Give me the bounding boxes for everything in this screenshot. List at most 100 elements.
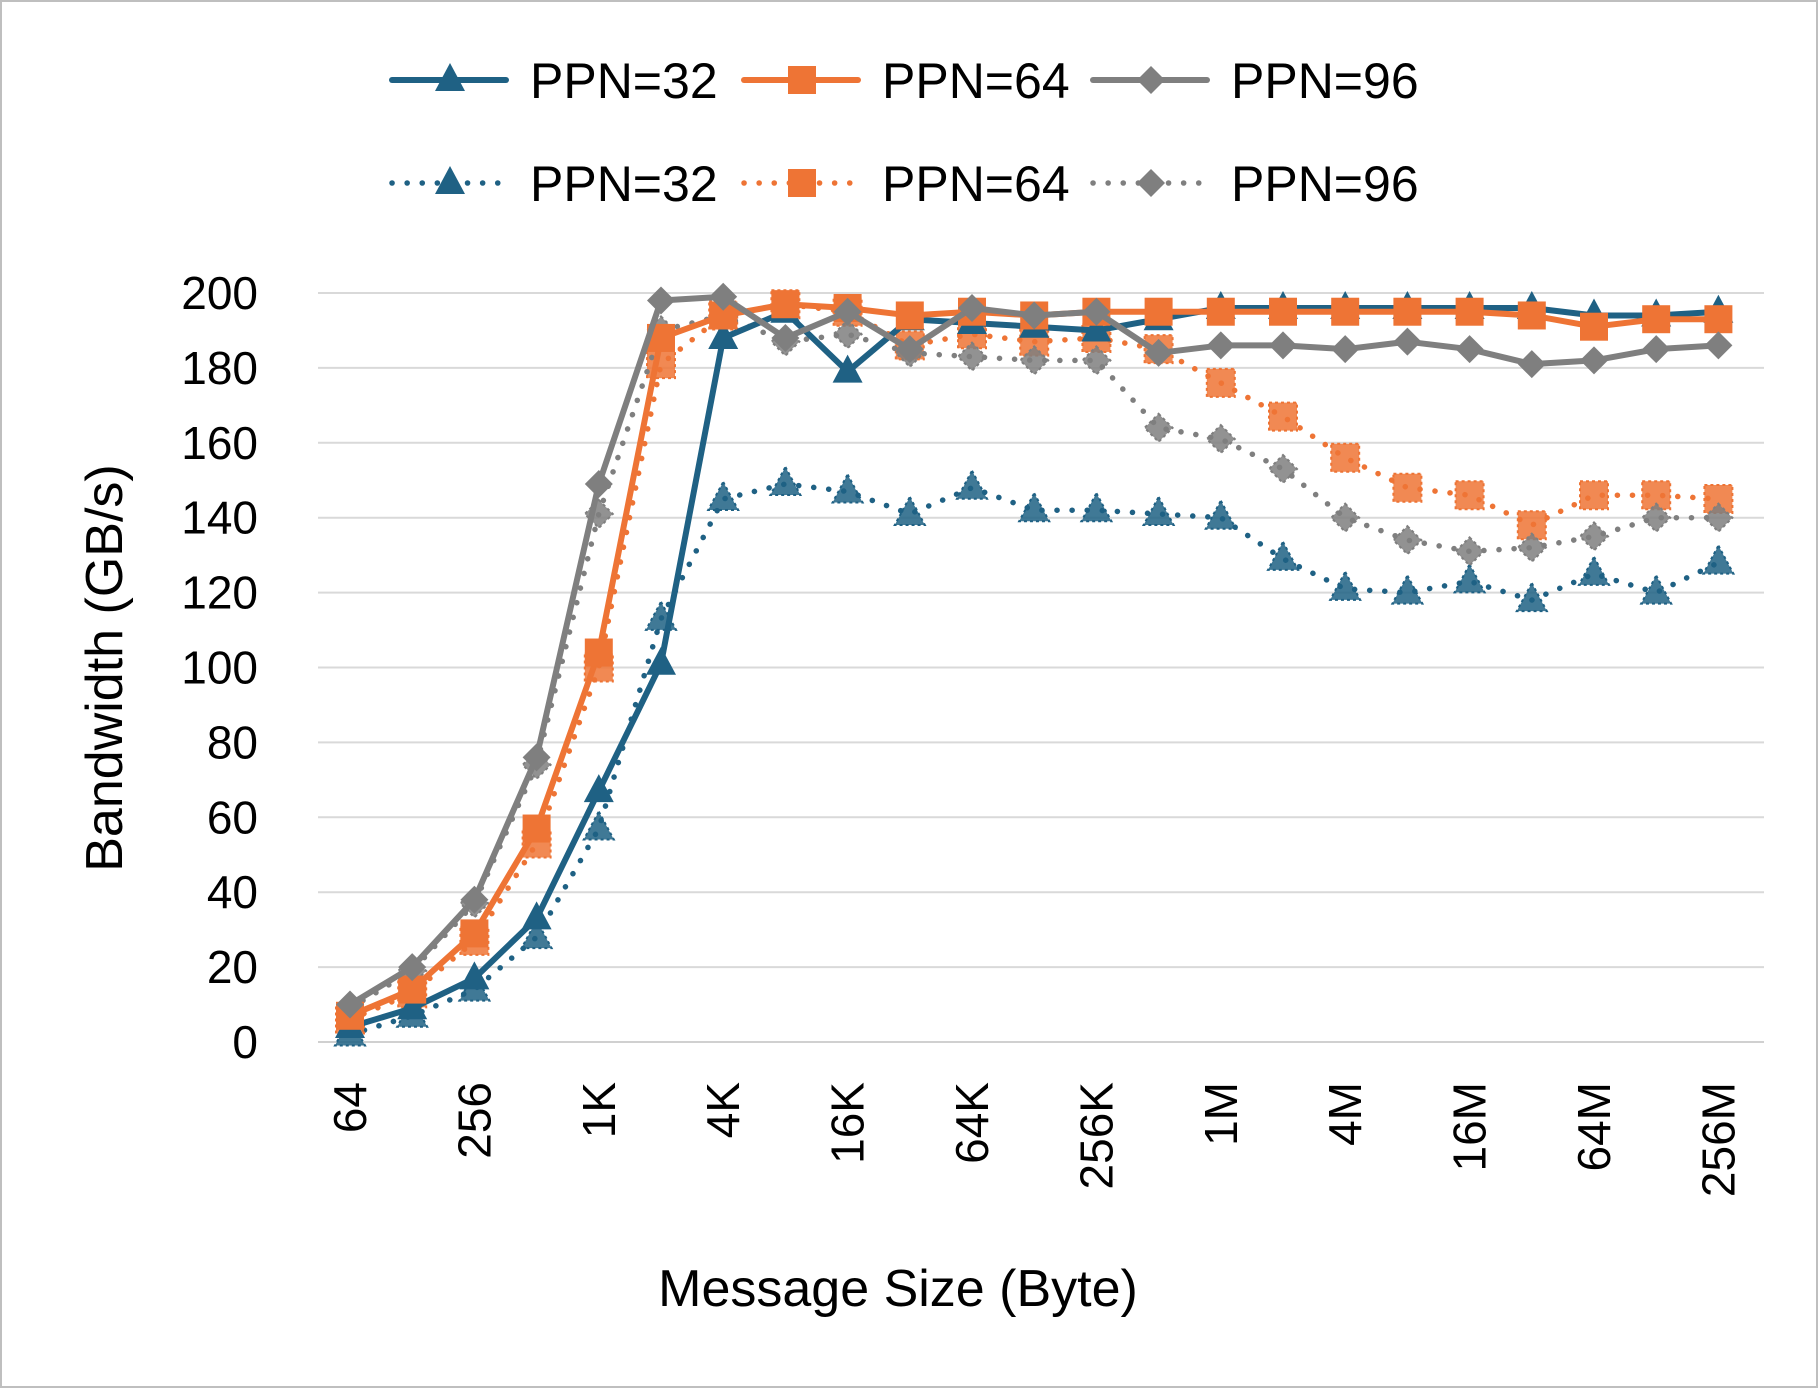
data-point bbox=[584, 638, 613, 667]
x-tick-label: 16M bbox=[1444, 1082, 1496, 1171]
data-point bbox=[1579, 480, 1609, 511]
y-tick-label: 180 bbox=[181, 342, 258, 394]
x-tick-label: 256M bbox=[1692, 1082, 1744, 1197]
y-tick-label: 100 bbox=[181, 642, 258, 694]
x-tick-label: 256K bbox=[1070, 1082, 1122, 1190]
y-tick-label: 20 bbox=[207, 941, 258, 993]
series-solid-ppn-32 bbox=[335, 290, 1734, 1039]
data-point bbox=[1454, 480, 1485, 511]
series-line bbox=[347, 301, 1722, 1019]
legend-label: PPN=96 bbox=[1231, 53, 1419, 109]
series-line bbox=[347, 481, 1722, 1038]
data-point bbox=[1642, 335, 1671, 364]
data-point bbox=[1268, 454, 1298, 485]
y-tick-label: 200 bbox=[181, 267, 258, 319]
data-point bbox=[583, 774, 614, 803]
data-point bbox=[1392, 525, 1423, 556]
x-tick-label: 1M bbox=[1195, 1082, 1247, 1146]
data-point bbox=[1331, 335, 1360, 364]
data-point bbox=[1454, 536, 1485, 567]
data-point bbox=[1330, 442, 1361, 473]
y-tick-label: 80 bbox=[207, 716, 258, 768]
series-solid-ppn-96 bbox=[336, 282, 1733, 1019]
data-point bbox=[1580, 346, 1608, 375]
legend-entry-solid: PPN=96 bbox=[1090, 53, 1419, 109]
data-point bbox=[771, 290, 800, 319]
x-tick-label: 64 bbox=[324, 1082, 376, 1133]
data-point bbox=[1205, 424, 1236, 455]
data-point bbox=[1080, 492, 1113, 523]
y-tick-label: 160 bbox=[181, 417, 258, 469]
data-point bbox=[521, 901, 552, 930]
x-tick-label: 4M bbox=[1319, 1082, 1371, 1146]
data-point bbox=[1579, 521, 1609, 552]
data-point bbox=[831, 473, 864, 504]
x-tick-label: 16K bbox=[822, 1082, 874, 1164]
data-point bbox=[1517, 350, 1546, 379]
data-point bbox=[1455, 297, 1484, 326]
y-axis-title: Bandwidth (GB/s) bbox=[76, 464, 134, 872]
data-point bbox=[956, 469, 988, 500]
data-point bbox=[1578, 555, 1610, 586]
data-point bbox=[1204, 499, 1237, 530]
data-point bbox=[1268, 401, 1298, 432]
legend-entry-solid: PPN=64 bbox=[741, 53, 1070, 109]
legend-entry-dotted: PPN=64 bbox=[741, 156, 1070, 212]
x-axis-title: Message Size (Byte) bbox=[658, 1260, 1138, 1318]
legend-entry-solid: PPN=32 bbox=[389, 53, 718, 109]
data-point bbox=[1642, 305, 1671, 334]
series-dotted-ppn-64 bbox=[335, 289, 1734, 1035]
data-point bbox=[1580, 312, 1608, 341]
data-point bbox=[1206, 331, 1235, 360]
y-tick-label: 120 bbox=[181, 567, 258, 619]
x-tick-label: 1K bbox=[573, 1082, 625, 1139]
data-point bbox=[895, 301, 924, 330]
data-point bbox=[1143, 412, 1174, 443]
data-point bbox=[460, 919, 489, 948]
data-point bbox=[1205, 367, 1236, 398]
legend-label: PPN=32 bbox=[530, 53, 718, 109]
data-point bbox=[1269, 297, 1297, 326]
data-point bbox=[1391, 574, 1424, 605]
data-point bbox=[1206, 297, 1235, 326]
data-point bbox=[1144, 297, 1173, 326]
legend-marker bbox=[435, 166, 465, 194]
data-point bbox=[1330, 502, 1361, 533]
legend-label: PPN=96 bbox=[1231, 156, 1419, 212]
data-point bbox=[1455, 335, 1484, 364]
x-tick-label: 4K bbox=[697, 1082, 749, 1139]
series-dotted-ppn-96 bbox=[335, 300, 1734, 1024]
data-point bbox=[1018, 492, 1051, 523]
data-point bbox=[1517, 301, 1546, 330]
legend-label: PPN=32 bbox=[530, 156, 718, 212]
legend-label: PPN=64 bbox=[882, 53, 1070, 109]
series-layer bbox=[334, 282, 1735, 1047]
y-tick-label: 140 bbox=[181, 492, 258, 544]
data-point bbox=[1329, 570, 1362, 601]
data-point bbox=[1702, 544, 1735, 575]
data-point bbox=[1393, 327, 1422, 356]
x-axis-ticks: 64 256 1K 4K 16K 64K 256K 1M 4M 16M 64M 256M bbox=[324, 1082, 1744, 1197]
data-point bbox=[522, 814, 551, 843]
legend-marker bbox=[1137, 169, 1165, 197]
series-dotted-ppn-32 bbox=[334, 465, 1735, 1047]
data-point bbox=[1269, 331, 1297, 360]
data-point bbox=[1515, 582, 1548, 613]
data-point bbox=[769, 465, 802, 496]
data-point bbox=[1267, 540, 1299, 571]
x-tick-label: 64M bbox=[1568, 1082, 1620, 1171]
y-tick-label: 60 bbox=[207, 791, 258, 843]
data-point bbox=[1393, 297, 1422, 326]
data-point bbox=[647, 286, 675, 315]
y-axis-ticks: 0 20 40 60 80 100 120 140 160 180 200 bbox=[181, 267, 258, 1068]
legend-marker bbox=[788, 66, 816, 94]
data-point bbox=[1331, 297, 1360, 326]
x-tick-label: 256 bbox=[448, 1082, 500, 1159]
legend-entry-dotted: PPN=96 bbox=[1090, 156, 1419, 212]
data-point bbox=[1392, 472, 1423, 503]
series-line bbox=[347, 293, 1722, 1008]
legend-entry-dotted: PPN=32 bbox=[389, 156, 718, 212]
data-point bbox=[1453, 563, 1486, 594]
